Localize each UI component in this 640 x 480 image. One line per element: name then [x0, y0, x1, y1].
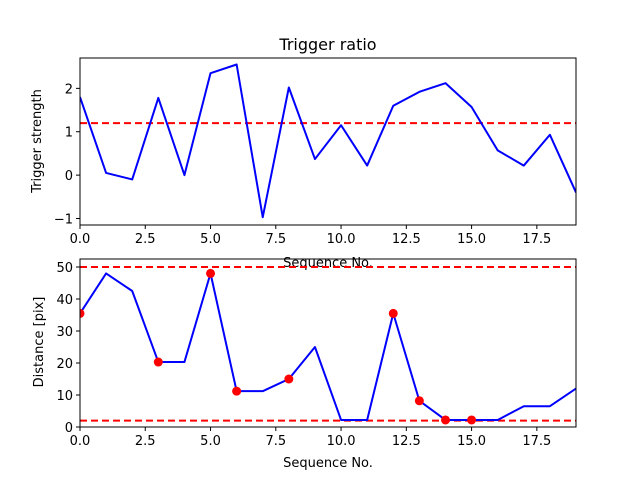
x-tick-label: 17.5	[522, 232, 551, 247]
x-tick-label: 0.0	[70, 434, 91, 449]
data-point-marker	[153, 357, 163, 367]
x-tick-label: 10.0	[327, 434, 356, 449]
data-point-marker	[414, 396, 424, 406]
data-point-marker	[284, 374, 294, 384]
y-tick-label: 10	[56, 389, 73, 404]
chart-title: Trigger ratio	[278, 35, 376, 54]
x-tick-label: 10.0	[327, 232, 356, 247]
y-tick-label: 0	[65, 421, 73, 436]
plot-frame	[79, 57, 577, 226]
x-tick-label: 2.5	[135, 434, 156, 449]
y-tick-label: 2	[65, 82, 73, 97]
data-point-marker	[232, 386, 242, 396]
x-axis-label: Sequence No.	[283, 256, 373, 271]
y-tick-label: 40	[56, 293, 73, 308]
series-layer	[80, 63, 576, 219]
x-tick-label: 5.0	[200, 434, 221, 449]
y-tick-label: 0	[65, 169, 73, 184]
y-tick-label: 20	[56, 357, 73, 372]
x-tick-label: 15.0	[457, 434, 486, 449]
data-point-marker	[440, 415, 450, 425]
x-tick-label: 15.0	[457, 232, 486, 247]
y-tick-label: 50	[56, 261, 73, 276]
series-line	[80, 63, 576, 219]
plot-frame	[79, 258, 577, 428]
x-tick-label: 7.5	[265, 434, 286, 449]
y-tick-label: 1	[65, 126, 73, 141]
data-point-marker	[467, 415, 477, 425]
x-tick-label: 0.0	[70, 232, 91, 247]
x-tick-label: 12.5	[392, 434, 421, 449]
x-tick-label: 5.0	[200, 232, 221, 247]
tick-layer: 0.0 2.5 5.0 7.5 10.0 12.5 15.0 17.5 0 10 20 30 40 50	[56, 261, 551, 449]
trigger-ratio-chart: Trigger ratio 0.0 2.5 5.0 7.5 10.0 12.5 15.0 17…	[30, 35, 577, 271]
x-tick-label: 17.5	[522, 434, 551, 449]
y-tick-label: 30	[56, 325, 73, 340]
data-point-marker	[80, 308, 85, 318]
tick-layer: 0.0 2.5 5.0 7.5 10.0 12.5 15.0 17.5 −1 0 1 2	[54, 82, 551, 247]
data-point-marker	[206, 268, 216, 278]
x-axis-label: Sequence No.	[283, 456, 373, 471]
data-point-marker	[388, 308, 398, 318]
distance-chart: 0.0 2.5 5.0 7.5 10.0 12.5 15.0 17.501020304050 …	[32, 258, 577, 471]
series-layer	[80, 266, 576, 425]
y-axis-label: Trigger strength	[30, 89, 45, 194]
x-tick-label: 2.5	[135, 232, 156, 247]
x-tick-label: 12.5	[392, 232, 421, 247]
x-tick-label: 7.5	[265, 232, 286, 247]
y-tick-label: −1	[54, 212, 73, 227]
y-axis-label: Distance [pix]	[32, 297, 47, 388]
